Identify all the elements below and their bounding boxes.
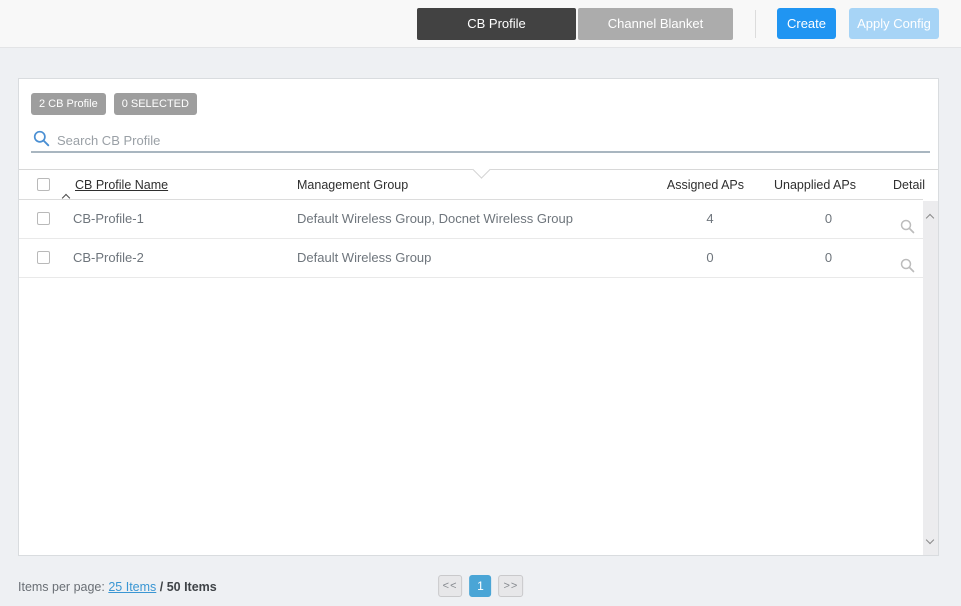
- cell-assigned-aps: 0: [706, 250, 714, 265]
- pagination: << 1 >>: [437, 575, 524, 597]
- detail-magnifier-icon[interactable]: [895, 211, 919, 249]
- toolbar-divider: [755, 10, 756, 38]
- tab-cb-profile[interactable]: CB Profile: [417, 8, 576, 40]
- cell-profile-name: CB-Profile-2: [73, 250, 144, 265]
- cell-management-group: Default Wireless Group, Docnet Wireless …: [297, 211, 573, 226]
- select-all-checkbox[interactable]: [37, 178, 50, 191]
- footer: Items per page: 25 Items / 50 Items << 1…: [0, 556, 961, 606]
- cell-assigned-aps: 4: [706, 211, 714, 226]
- column-header-unapplied-aps: Unapplied APs: [773, 178, 856, 192]
- cell-profile-name: CB-Profile-1: [73, 211, 144, 226]
- top-toolbar: CB Profile Channel Blanket Create Apply …: [0, 0, 961, 48]
- items-per-page: Items per page: 25 Items / 50 Items: [18, 580, 217, 594]
- apply-config-button[interactable]: Apply Config: [849, 8, 939, 39]
- table-row: CB-Profile-1 Default Wireless Group, Doc…: [19, 200, 923, 239]
- column-header-assigned-aps: Assigned APs: [666, 178, 744, 192]
- count-badges: 2 CB Profile 0 SELECTED: [31, 93, 197, 115]
- search-underline: [31, 151, 930, 153]
- total-items-label: / 50 Items: [159, 580, 217, 594]
- cell-unapplied-aps: 0: [824, 250, 833, 265]
- cell-unapplied-aps: 0: [824, 211, 833, 226]
- search-input[interactable]: [57, 129, 617, 151]
- items-per-page-label: Items per page:: [18, 580, 105, 594]
- cb-profile-panel: 2 CB Profile 0 SELECTED CB Profile Name …: [18, 78, 939, 556]
- selected-count-badge: 0 SELECTED: [113, 93, 197, 115]
- column-header-management-group: Management Group: [297, 178, 409, 192]
- create-button[interactable]: Create: [777, 8, 836, 39]
- row-checkbox[interactable]: [37, 212, 50, 225]
- tab-channel-blanket[interactable]: Channel Blanket: [578, 8, 733, 40]
- search-icon: [33, 130, 50, 152]
- pagination-first-button[interactable]: <<: [437, 575, 463, 597]
- column-header-detail: Detail: [893, 178, 925, 192]
- table-row: CB-Profile-2 Default Wireless Group 0 0: [19, 239, 923, 278]
- items-per-page-link[interactable]: 25 Items: [108, 580, 157, 594]
- detail-magnifier-icon[interactable]: [895, 250, 919, 288]
- row-checkbox[interactable]: [37, 251, 50, 264]
- scroll-up-icon[interactable]: [925, 208, 935, 226]
- scroll-down-icon[interactable]: [925, 530, 935, 548]
- cell-management-group: Default Wireless Group: [297, 250, 432, 265]
- column-header-name[interactable]: CB Profile Name: [75, 178, 169, 192]
- pagination-last-button[interactable]: >>: [498, 575, 524, 597]
- profile-count-badge: 2 CB Profile: [31, 93, 106, 115]
- pagination-page-1-button[interactable]: 1: [469, 575, 492, 597]
- table-header-row: CB Profile Name Management Group Assigne…: [19, 170, 925, 203]
- vertical-scrollbar[interactable]: [923, 201, 938, 555]
